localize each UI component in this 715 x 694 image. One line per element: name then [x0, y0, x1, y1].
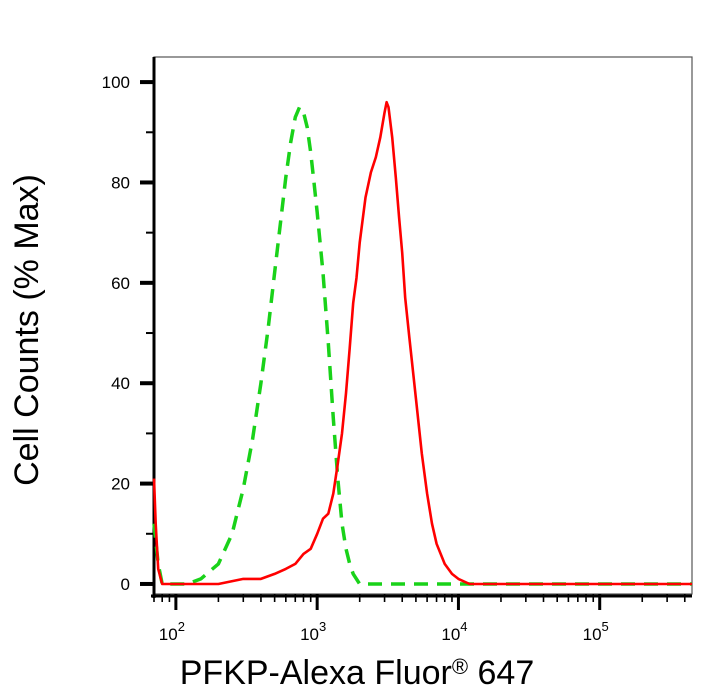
x-axis-title-mark: ® [452, 654, 468, 679]
x-tick-label: 105 [583, 619, 609, 644]
y-tick-label: 20 [111, 475, 130, 494]
y-axis-ticks: 0 20 40 60 80 100 [102, 73, 154, 594]
y-tick-label: 0 [121, 575, 130, 594]
x-tick-label: 103 [300, 619, 326, 644]
x-axis-title-main: PFKP-Alexa Fluor [180, 654, 452, 692]
y-tick-label: 60 [111, 274, 130, 293]
y-tick-label: 100 [102, 73, 130, 92]
x-axis-title-suffix: 647 [468, 654, 534, 692]
y-axis-title: Cell Counts (% Max) [8, 174, 46, 486]
y-tick-label: 40 [111, 374, 130, 393]
series-layer [152, 100, 692, 586]
x-axis-title: PFKP-Alexa Fluor® 647 [180, 654, 535, 692]
x-axis-ticks: 102 103 104 105 [153, 594, 686, 644]
series-line-2 [152, 100, 692, 586]
series-line-1 [152, 105, 692, 586]
x-tick-label: 102 [159, 619, 185, 644]
y-tick-label: 80 [111, 173, 130, 192]
x-tick-label: 104 [441, 619, 467, 644]
plot-frame [153, 56, 693, 595]
